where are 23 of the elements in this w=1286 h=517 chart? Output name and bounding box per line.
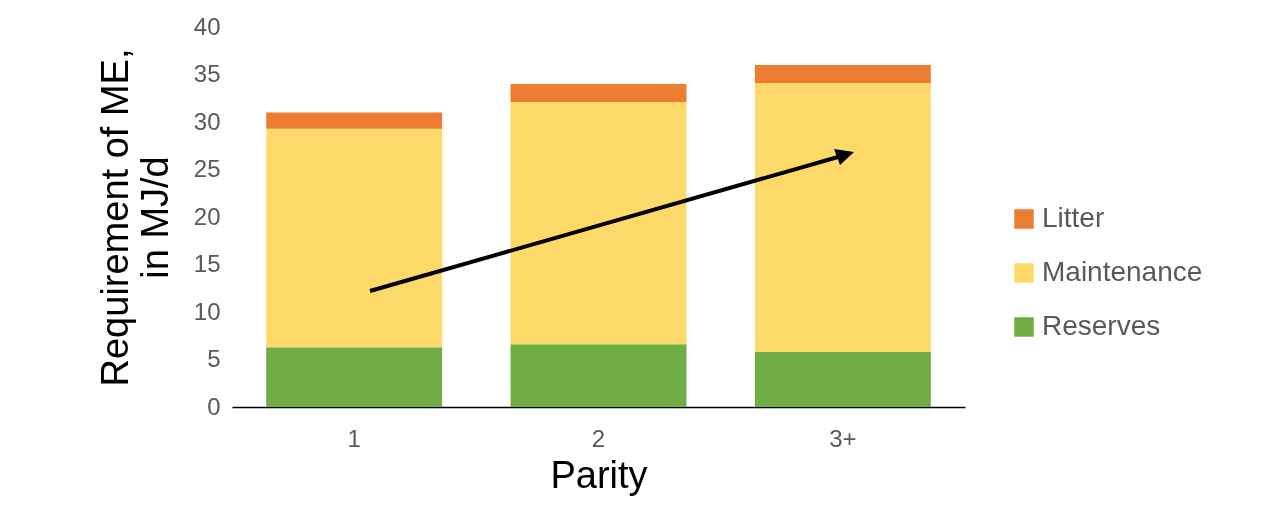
y-tick-label: 35 bbox=[193, 60, 221, 87]
y-tick-label: 40 bbox=[193, 12, 221, 40]
bar bbox=[266, 112, 443, 129]
y-tick-label: 20 bbox=[193, 202, 221, 230]
y-axis-title: Requirement of ME, in MJ/d bbox=[93, 48, 176, 387]
legend-label: Reserves bbox=[1042, 310, 1161, 341]
x-tick-label: 1 bbox=[347, 424, 361, 452]
legend-label: Maintenance bbox=[1042, 256, 1203, 287]
y-tick-label: 30 bbox=[193, 107, 221, 135]
bar bbox=[754, 65, 931, 84]
y-tick-label: 5 bbox=[207, 345, 221, 372]
x-tick-label: 2 bbox=[591, 424, 606, 452]
y-tick-label: 25 bbox=[193, 155, 221, 182]
y-tick-label: 15 bbox=[193, 250, 221, 277]
bar bbox=[510, 84, 687, 103]
bar bbox=[266, 347, 443, 407]
x-tick-label: 3+ bbox=[829, 424, 857, 452]
y-tick-label: 0 bbox=[207, 392, 221, 420]
bar bbox=[754, 351, 931, 407]
y-tick-label: 10 bbox=[193, 297, 221, 325]
bar bbox=[510, 344, 687, 407]
legend-label: Litter bbox=[1042, 202, 1105, 233]
x-axis-title: Parity bbox=[550, 453, 648, 496]
